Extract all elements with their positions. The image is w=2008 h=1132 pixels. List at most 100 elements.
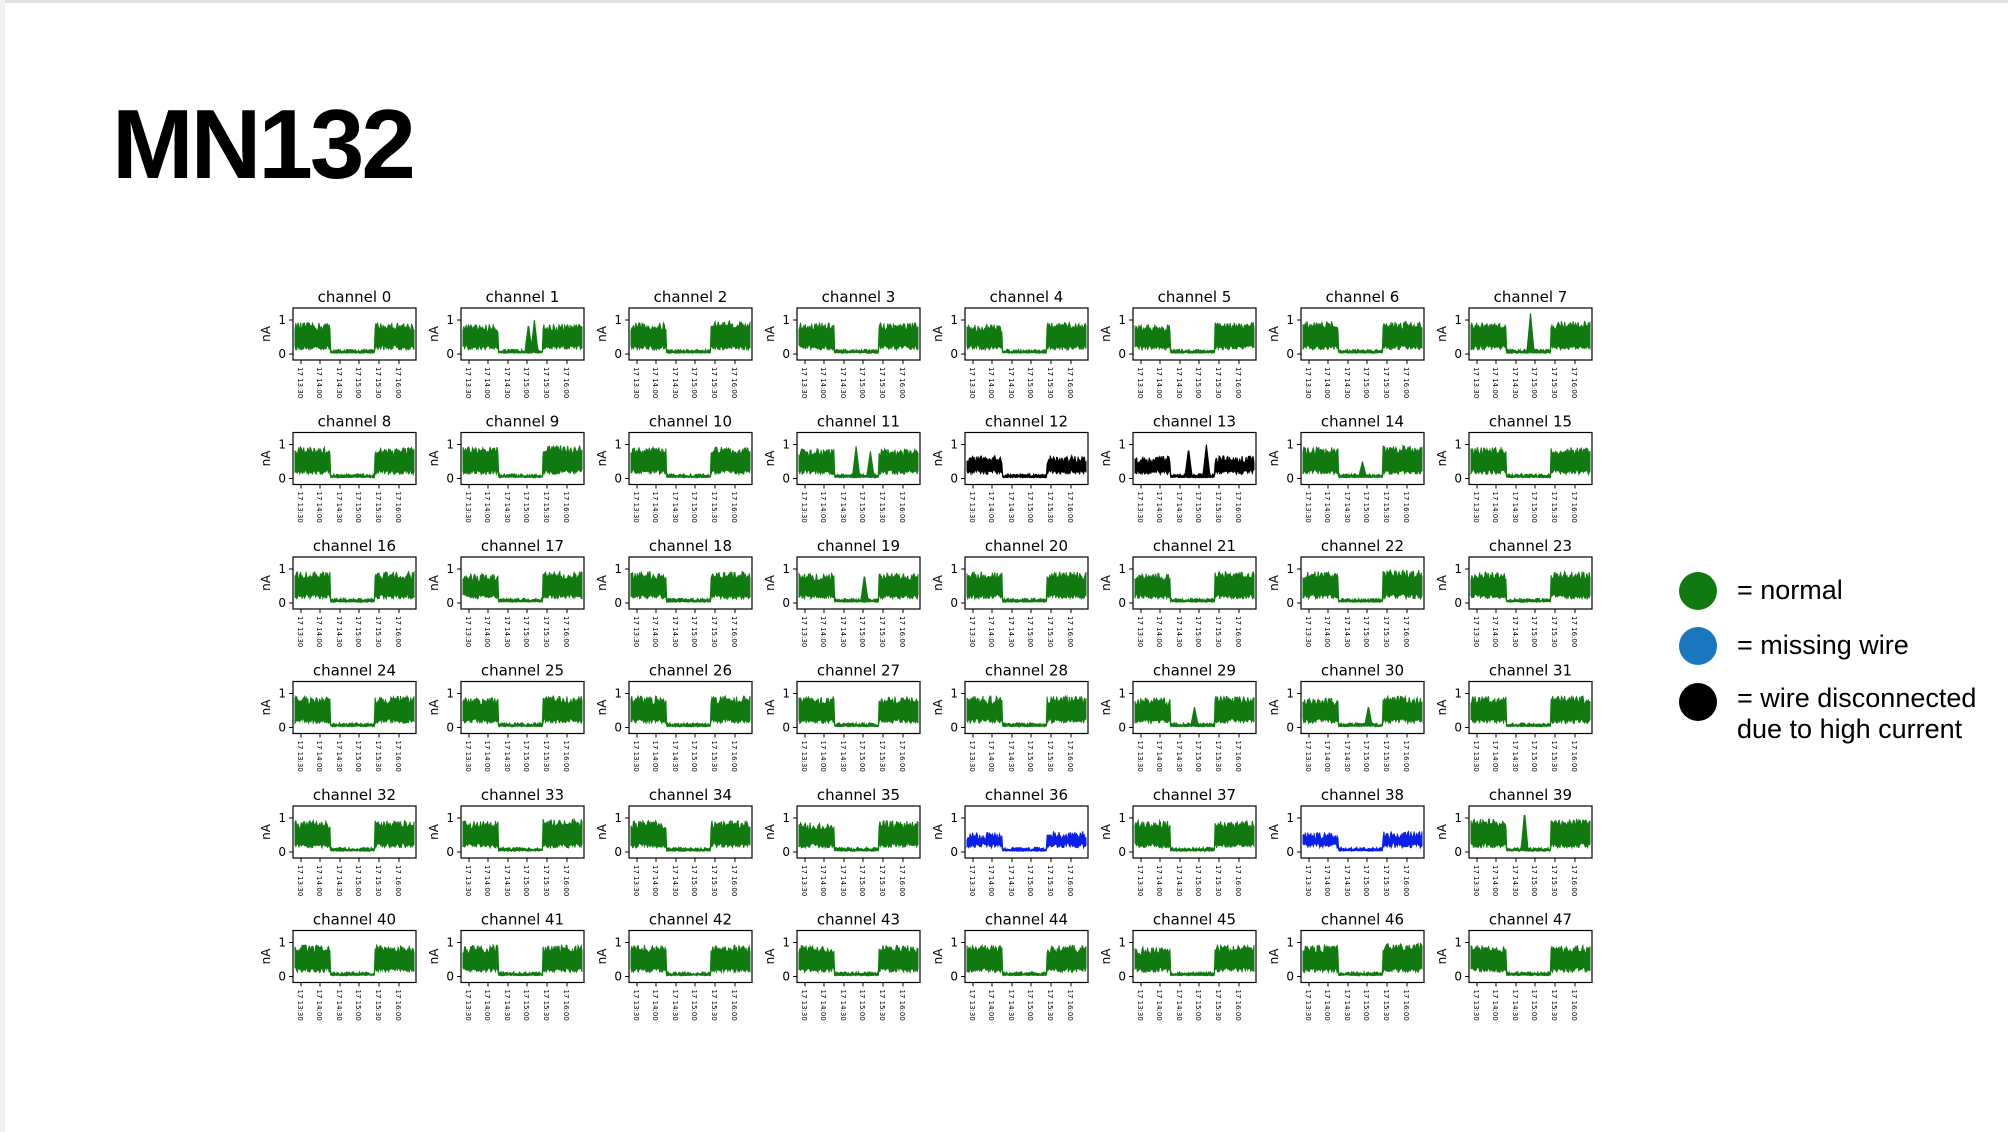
x-tick-label: 17 14:00: [651, 990, 659, 1021]
plot-frame: [796, 307, 921, 361]
plot-frame: [1132, 307, 1257, 361]
y-tick-label: 1: [614, 438, 622, 452]
x-tick-label: 17 14:30: [1511, 741, 1519, 772]
x-tick-label: 17 14:30: [839, 492, 847, 523]
x-tick-label: 17 15:00: [522, 367, 530, 398]
y-axis-label: nA: [931, 699, 945, 716]
x-tick-label: 17 13:30: [632, 741, 640, 772]
current-trace: [1134, 943, 1255, 977]
x-tick-label: 17 15:30: [710, 616, 718, 647]
plot-frame: [796, 680, 921, 735]
x-tick-label: 17 16:00: [1402, 741, 1410, 772]
x-tick-label: 17 14:30: [335, 741, 343, 772]
x-tick-label: 17 13:30: [1304, 990, 1312, 1021]
x-tick-label: 17 15:30: [1550, 492, 1558, 523]
channel-panel: channel 16 nA 0 1 17 13:30 17 14:00 17 14:30 17…: [259, 537, 417, 647]
x-tick-label: 17 14:00: [1491, 990, 1499, 1021]
y-axis-label: nA: [763, 699, 777, 716]
y-axis-label: nA: [595, 450, 609, 467]
x-tick-label: 17 15:00: [858, 616, 866, 647]
channel-title: channel 38: [1321, 786, 1404, 804]
x-tick-label: 17 14:00: [483, 865, 491, 896]
y-axis-label: nA: [763, 450, 777, 467]
plot-frame: [1468, 556, 1593, 610]
y-axis-label: nA: [1267, 574, 1281, 591]
y-axis-label: nA: [763, 823, 777, 840]
x-tick-label: 17 14:30: [335, 865, 343, 896]
x-tick-label: 17 16:00: [562, 367, 570, 398]
y-tick-label: 0: [446, 472, 454, 486]
x-tick-label: 17 16:00: [1066, 990, 1074, 1021]
x-tick-label: 17 14:30: [1007, 990, 1015, 1021]
x-tick-label: 17 16:00: [730, 492, 738, 523]
current-trace: [462, 319, 583, 354]
y-axis-label: nA: [1267, 699, 1281, 716]
x-tick-label: 17 14:30: [1511, 865, 1519, 896]
y-tick-label: 0: [950, 596, 958, 610]
x-tick-label: 17 14:00: [651, 865, 659, 896]
x-tick-label: 17 15:30: [1550, 367, 1558, 398]
y-tick-label: 1: [1286, 313, 1294, 327]
x-tick-label: 17 14:00: [1155, 616, 1163, 647]
y-axis-label: nA: [1435, 574, 1449, 591]
y-tick-label: 0: [614, 472, 622, 486]
x-tick-label: 17 14:30: [335, 616, 343, 647]
legend-label-disconnected-line-2: due to high current: [1737, 714, 1963, 744]
x-tick-label: 17 15:00: [354, 492, 362, 523]
x-tick-label: 17 15:00: [1362, 616, 1370, 647]
x-tick-label: 17 13:30: [1472, 990, 1480, 1021]
x-tick-label: 17 14:00: [1323, 865, 1331, 896]
x-tick-label: 17 15:00: [354, 990, 362, 1021]
x-tick-label: 17 16:00: [562, 492, 570, 523]
channel-panel: channel 23 nA 0 1 17 13:30 17 14:00 17 14:30 17…: [1435, 537, 1593, 647]
channel-panel: channel 32 nA 0 1 17 13:30 17 14:00 17 14:30 17…: [259, 786, 417, 896]
x-tick-label: 17 15:00: [690, 990, 698, 1021]
x-tick-label: 17 16:00: [394, 741, 402, 772]
current-trace: [630, 446, 751, 479]
x-tick-label: 17 14:00: [819, 865, 827, 896]
y-axis-label: nA: [595, 823, 609, 840]
channel-title: channel 28: [985, 662, 1068, 680]
channel-panel: channel 28 nA 0 1 17 13:30 17 14:00 17 14:30 17…: [931, 662, 1089, 772]
channel-panel: channel 43 nA 0 1 17 13:30 17 14:00 17 14:30 17…: [763, 911, 921, 1021]
y-tick-label: 0: [950, 845, 958, 859]
plot-frame: [796, 929, 921, 984]
x-tick-label: 17 14:30: [503, 990, 511, 1021]
disconnected-dot-icon: [1679, 683, 1717, 721]
y-tick-label: 1: [614, 687, 622, 701]
y-tick-label: 1: [614, 936, 622, 950]
y-axis-label: nA: [427, 325, 441, 342]
y-axis-label: nA: [1435, 823, 1449, 840]
plot-frame: [1132, 805, 1257, 859]
y-tick-label: 1: [1118, 562, 1126, 576]
plot-frame: [964, 431, 1089, 486]
channel-title: channel 15: [1489, 413, 1572, 431]
plot-frame: [292, 307, 417, 361]
current-trace: [294, 694, 415, 728]
y-tick-label: 0: [1286, 347, 1294, 361]
x-tick-label: 17 14:30: [1175, 741, 1183, 772]
y-tick-label: 0: [950, 472, 958, 486]
x-tick-label: 17 14:30: [503, 492, 511, 523]
x-tick-label: 17 13:30: [968, 865, 976, 896]
channel-panel: channel 22 nA 0 1 17 13:30 17 14:00 17 14:30 17…: [1267, 537, 1425, 647]
x-tick-label: 17 14:30: [1343, 616, 1351, 647]
x-tick-label: 17 14:30: [1175, 492, 1183, 523]
current-trace: [1470, 570, 1591, 603]
x-tick-label: 17 13:30: [800, 990, 808, 1021]
x-tick-label: 17 15:30: [710, 367, 718, 398]
current-trace: [630, 819, 751, 853]
x-tick-label: 17 14:30: [1511, 990, 1519, 1021]
x-tick-label: 17 14:30: [671, 741, 679, 772]
x-tick-label: 17 14:30: [1175, 865, 1183, 896]
y-tick-label: 0: [278, 721, 286, 735]
channel-title: channel 44: [985, 911, 1068, 929]
x-tick-label: 17 13:30: [632, 367, 640, 398]
x-tick-label: 17 14:00: [1155, 492, 1163, 523]
x-tick-label: 17 15:30: [542, 367, 550, 398]
channel-panel: channel 0 nA 0 1 17 13:30 17 14:00 17 14:30 17 …: [259, 288, 417, 398]
channel-title: channel 4: [990, 288, 1064, 306]
x-tick-label: 17 14:30: [1343, 367, 1351, 398]
x-tick-label: 17 15:30: [1382, 367, 1390, 398]
plot-frame: [1468, 431, 1593, 486]
